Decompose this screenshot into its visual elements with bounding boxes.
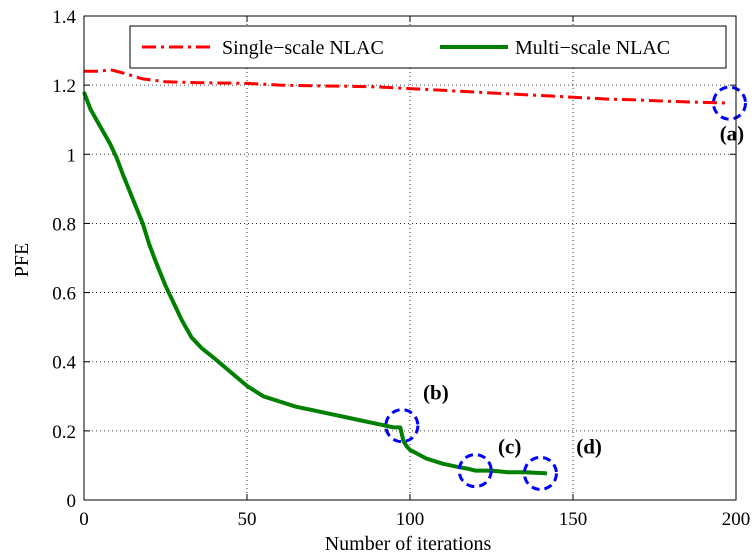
y-axis-label: PFE xyxy=(11,243,33,277)
highlight-circle-0 xyxy=(711,85,747,121)
series-line-1 xyxy=(82,91,548,476)
x-tick-label: 0 xyxy=(79,509,89,530)
legend-label-single-scale: Single−scale NLAC xyxy=(222,37,384,59)
annotation-label-2: (c) xyxy=(498,434,521,458)
y-tick-label: 0.4 xyxy=(52,353,76,374)
annotation-label-3: (d) xyxy=(576,434,602,458)
highlight-circles xyxy=(384,85,747,491)
annotation-label-1: (b) xyxy=(423,381,449,405)
legend-label-multi-scale: Multi−scale NLAC xyxy=(515,37,670,59)
y-tick-label: 1.4 xyxy=(52,7,76,28)
y-tick-label: 0 xyxy=(67,491,77,512)
annotation-label-0: (a) xyxy=(720,121,745,145)
x-tick-label: 150 xyxy=(559,509,588,530)
highlight-circle-3 xyxy=(522,455,558,491)
y-tick-label: 1.2 xyxy=(52,76,76,97)
x-tick-label: 50 xyxy=(238,509,257,530)
y-tick-label: 0.6 xyxy=(52,284,76,305)
y-tick-label: 0.8 xyxy=(52,214,76,235)
x-tick-label: 100 xyxy=(396,509,425,530)
highlight-circle-1 xyxy=(384,408,420,444)
legend-box xyxy=(129,25,727,69)
x-tick-label: 200 xyxy=(722,509,751,530)
series-line-0 xyxy=(84,68,730,105)
x-axis-label: Number of iterations xyxy=(325,533,492,554)
y-tick-label: 0.2 xyxy=(52,422,76,443)
axes: 0 50 100 150 200 0 0.2 0.4 0.6 0.8 1 1.2 1.4 xyxy=(52,7,750,530)
legend: Single−scale NLAC Multi−scale NLAC xyxy=(129,25,727,69)
highlight-circle-2 xyxy=(457,453,493,489)
series-lines xyxy=(82,68,730,476)
annotations: (a) (b) (c) (d) xyxy=(423,121,744,458)
y-tick-label: 1 xyxy=(67,145,77,166)
